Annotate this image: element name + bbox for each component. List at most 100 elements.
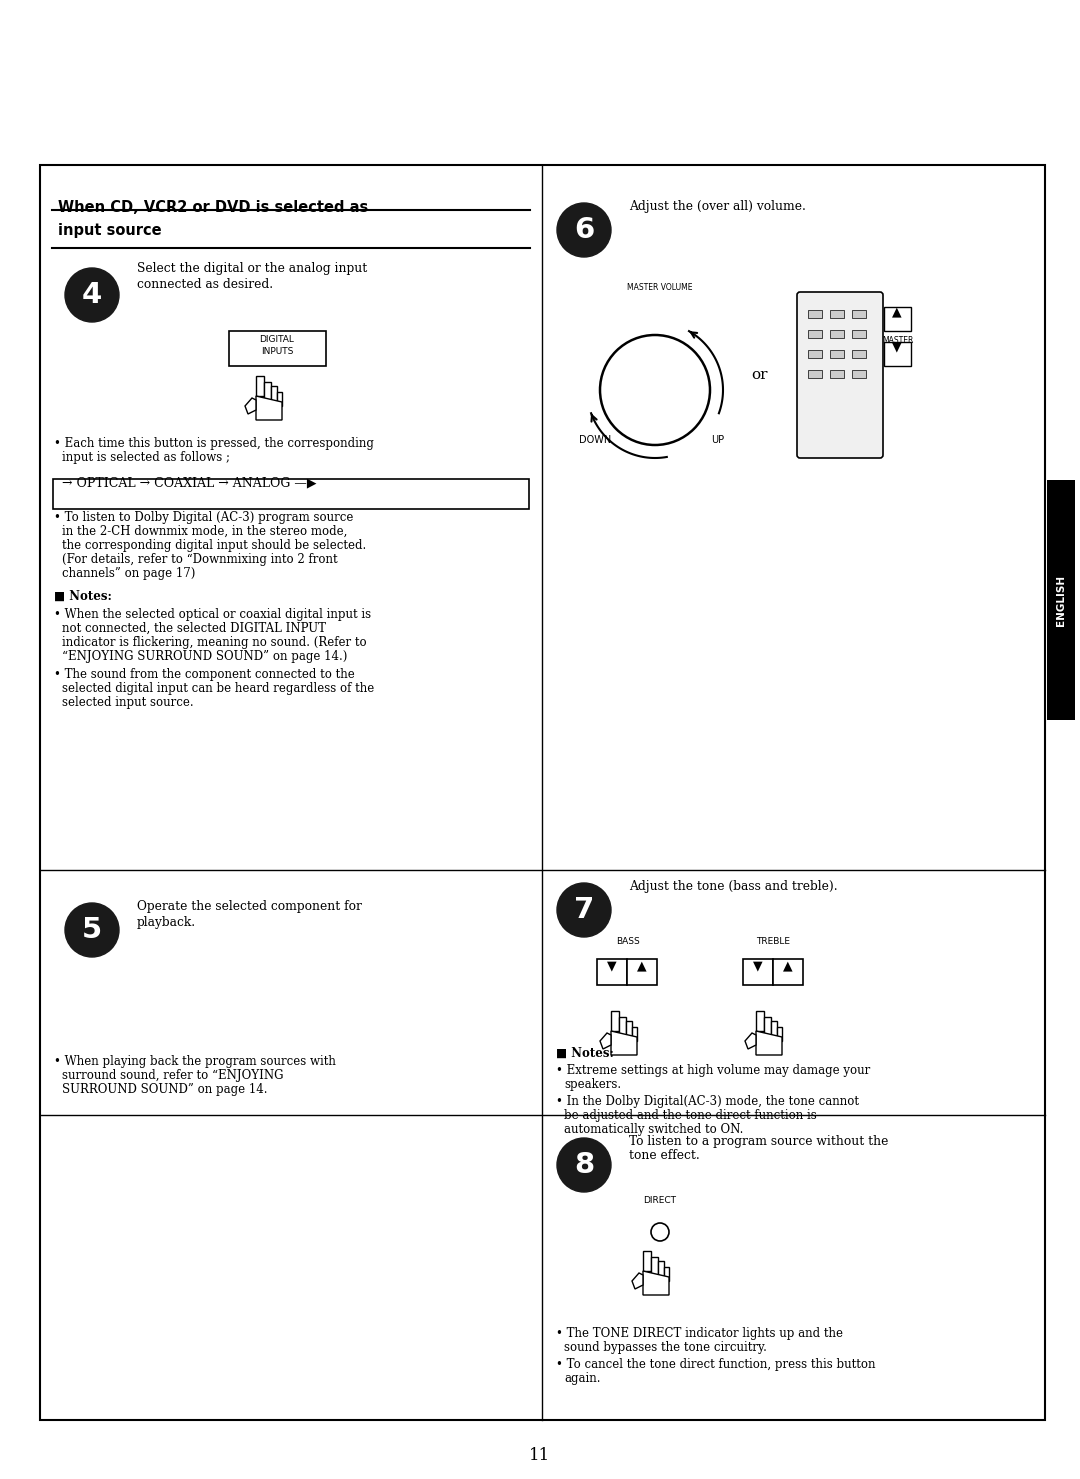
Text: Adjust the (over all) volume.: Adjust the (over all) volume. xyxy=(629,200,806,213)
Polygon shape xyxy=(756,1031,782,1055)
Circle shape xyxy=(65,268,119,322)
Text: indicator is flickering, meaning no sound. (Refer to: indicator is flickering, meaning no soun… xyxy=(62,636,366,649)
Polygon shape xyxy=(643,1270,669,1296)
Polygon shape xyxy=(632,1273,643,1290)
Polygon shape xyxy=(777,1026,782,1041)
Text: DIRECT: DIRECT xyxy=(644,1197,676,1205)
Polygon shape xyxy=(626,1021,632,1040)
Text: • To listen to Dolby Digital (AC-3) program source: • To listen to Dolby Digital (AC-3) prog… xyxy=(54,512,353,524)
Text: channels” on page 17): channels” on page 17) xyxy=(62,566,195,580)
Polygon shape xyxy=(264,382,271,402)
Polygon shape xyxy=(658,1262,664,1279)
Polygon shape xyxy=(771,1021,777,1040)
Polygon shape xyxy=(600,1032,611,1049)
Polygon shape xyxy=(756,1012,764,1031)
Polygon shape xyxy=(271,386,276,404)
Text: ▲: ▲ xyxy=(892,305,902,318)
Text: INPUTS: INPUTS xyxy=(260,348,293,356)
Text: again.: again. xyxy=(564,1373,600,1384)
Text: When CD, VCR2 or DVD is selected as: When CD, VCR2 or DVD is selected as xyxy=(58,200,368,214)
Text: BASS: BASS xyxy=(616,938,639,947)
Text: ▼: ▼ xyxy=(892,340,902,353)
Text: 6: 6 xyxy=(573,216,594,244)
FancyBboxPatch shape xyxy=(808,330,822,339)
Polygon shape xyxy=(664,1268,669,1281)
FancyBboxPatch shape xyxy=(831,351,843,358)
Text: MASTER: MASTER xyxy=(882,336,914,345)
Text: • When the selected optical or coaxial digital input is: • When the selected optical or coaxial d… xyxy=(54,608,372,621)
FancyBboxPatch shape xyxy=(831,370,843,379)
Text: • When playing back the program sources with: • When playing back the program sources … xyxy=(54,1055,336,1068)
Text: ▼: ▼ xyxy=(753,958,762,972)
Circle shape xyxy=(557,203,611,257)
Text: (For details, refer to “Downmixing into 2 front: (For details, refer to “Downmixing into … xyxy=(62,553,338,566)
Text: DOWN: DOWN xyxy=(579,435,611,445)
Text: UP: UP xyxy=(712,435,725,445)
Text: selected input source.: selected input source. xyxy=(62,697,193,708)
Polygon shape xyxy=(256,396,282,420)
Text: • To cancel the tone direct function, press this button: • To cancel the tone direct function, pr… xyxy=(556,1358,876,1371)
FancyBboxPatch shape xyxy=(831,330,843,339)
Text: automatically switched to ON.: automatically switched to ON. xyxy=(564,1123,743,1136)
Text: speakers.: speakers. xyxy=(564,1078,621,1092)
Text: be adjusted and the tone direct function is: be adjusted and the tone direct function… xyxy=(564,1109,816,1123)
Polygon shape xyxy=(632,1026,637,1041)
FancyBboxPatch shape xyxy=(743,958,773,985)
Polygon shape xyxy=(611,1031,637,1055)
Polygon shape xyxy=(651,1257,658,1276)
FancyBboxPatch shape xyxy=(808,351,822,358)
Text: Select the digital or the analog input: Select the digital or the analog input xyxy=(137,262,367,275)
Text: 8: 8 xyxy=(573,1151,594,1179)
Text: ▼: ▼ xyxy=(607,958,617,972)
Text: “ENJOYING SURROUND SOUND” on page 14.): “ENJOYING SURROUND SOUND” on page 14.) xyxy=(62,649,348,663)
Polygon shape xyxy=(256,376,264,396)
FancyBboxPatch shape xyxy=(597,958,627,985)
FancyBboxPatch shape xyxy=(53,479,529,509)
Text: • The TONE DIRECT indicator lights up and the: • The TONE DIRECT indicator lights up an… xyxy=(556,1327,843,1340)
Polygon shape xyxy=(745,1032,756,1049)
Text: ▲: ▲ xyxy=(783,958,793,972)
Circle shape xyxy=(651,1223,669,1241)
Text: • Each time this button is pressed, the corresponding: • Each time this button is pressed, the … xyxy=(54,436,374,450)
FancyBboxPatch shape xyxy=(797,291,883,458)
FancyBboxPatch shape xyxy=(1047,481,1075,720)
Polygon shape xyxy=(764,1018,771,1037)
Text: 7: 7 xyxy=(573,896,594,924)
Text: To listen to a program source without the: To listen to a program source without th… xyxy=(629,1134,889,1148)
Text: TREBLE: TREBLE xyxy=(756,938,789,947)
FancyBboxPatch shape xyxy=(852,330,866,339)
Circle shape xyxy=(557,883,611,938)
FancyBboxPatch shape xyxy=(831,311,843,318)
Text: ■ Notes:: ■ Notes: xyxy=(54,590,112,603)
Text: 4: 4 xyxy=(82,281,103,309)
Text: • In the Dolby Digital(AC-3) mode, the tone cannot: • In the Dolby Digital(AC-3) mode, the t… xyxy=(556,1094,859,1108)
Text: input is selected as follows ;: input is selected as follows ; xyxy=(62,451,230,464)
FancyBboxPatch shape xyxy=(885,342,912,365)
Text: MASTER VOLUME: MASTER VOLUME xyxy=(627,282,692,291)
Text: in the 2-CH downmix mode, in the stereo mode,: in the 2-CH downmix mode, in the stereo … xyxy=(62,525,348,538)
Text: the corresponding digital input should be selected.: the corresponding digital input should b… xyxy=(62,538,366,552)
Text: SURROUND SOUND” on page 14.: SURROUND SOUND” on page 14. xyxy=(62,1083,268,1096)
Text: Adjust the tone (bass and treble).: Adjust the tone (bass and treble). xyxy=(629,880,838,893)
Text: ■ Notes:: ■ Notes: xyxy=(556,1047,613,1060)
FancyBboxPatch shape xyxy=(773,958,804,985)
Text: ENGLISH: ENGLISH xyxy=(1056,574,1066,626)
Text: ▲: ▲ xyxy=(637,958,647,972)
Text: DIGITAL: DIGITAL xyxy=(259,336,295,345)
Text: input source: input source xyxy=(58,223,162,238)
FancyBboxPatch shape xyxy=(852,370,866,379)
Text: connected as desired.: connected as desired. xyxy=(137,278,273,291)
Circle shape xyxy=(65,904,119,957)
FancyBboxPatch shape xyxy=(852,311,866,318)
Circle shape xyxy=(557,1137,611,1192)
FancyBboxPatch shape xyxy=(627,958,657,985)
Text: not connected, the selected DIGITAL INPUT: not connected, the selected DIGITAL INPU… xyxy=(62,623,326,634)
Text: 11: 11 xyxy=(529,1446,551,1464)
FancyBboxPatch shape xyxy=(885,308,912,331)
Text: sound bypasses the tone circuitry.: sound bypasses the tone circuitry. xyxy=(564,1341,767,1353)
Text: • The sound from the component connected to the: • The sound from the component connected… xyxy=(54,669,354,680)
Polygon shape xyxy=(276,392,282,407)
Text: → OPTICAL → COAXIAL → ANALOG —▶: → OPTICAL → COAXIAL → ANALOG —▶ xyxy=(62,476,316,490)
FancyBboxPatch shape xyxy=(808,311,822,318)
Polygon shape xyxy=(643,1251,651,1270)
